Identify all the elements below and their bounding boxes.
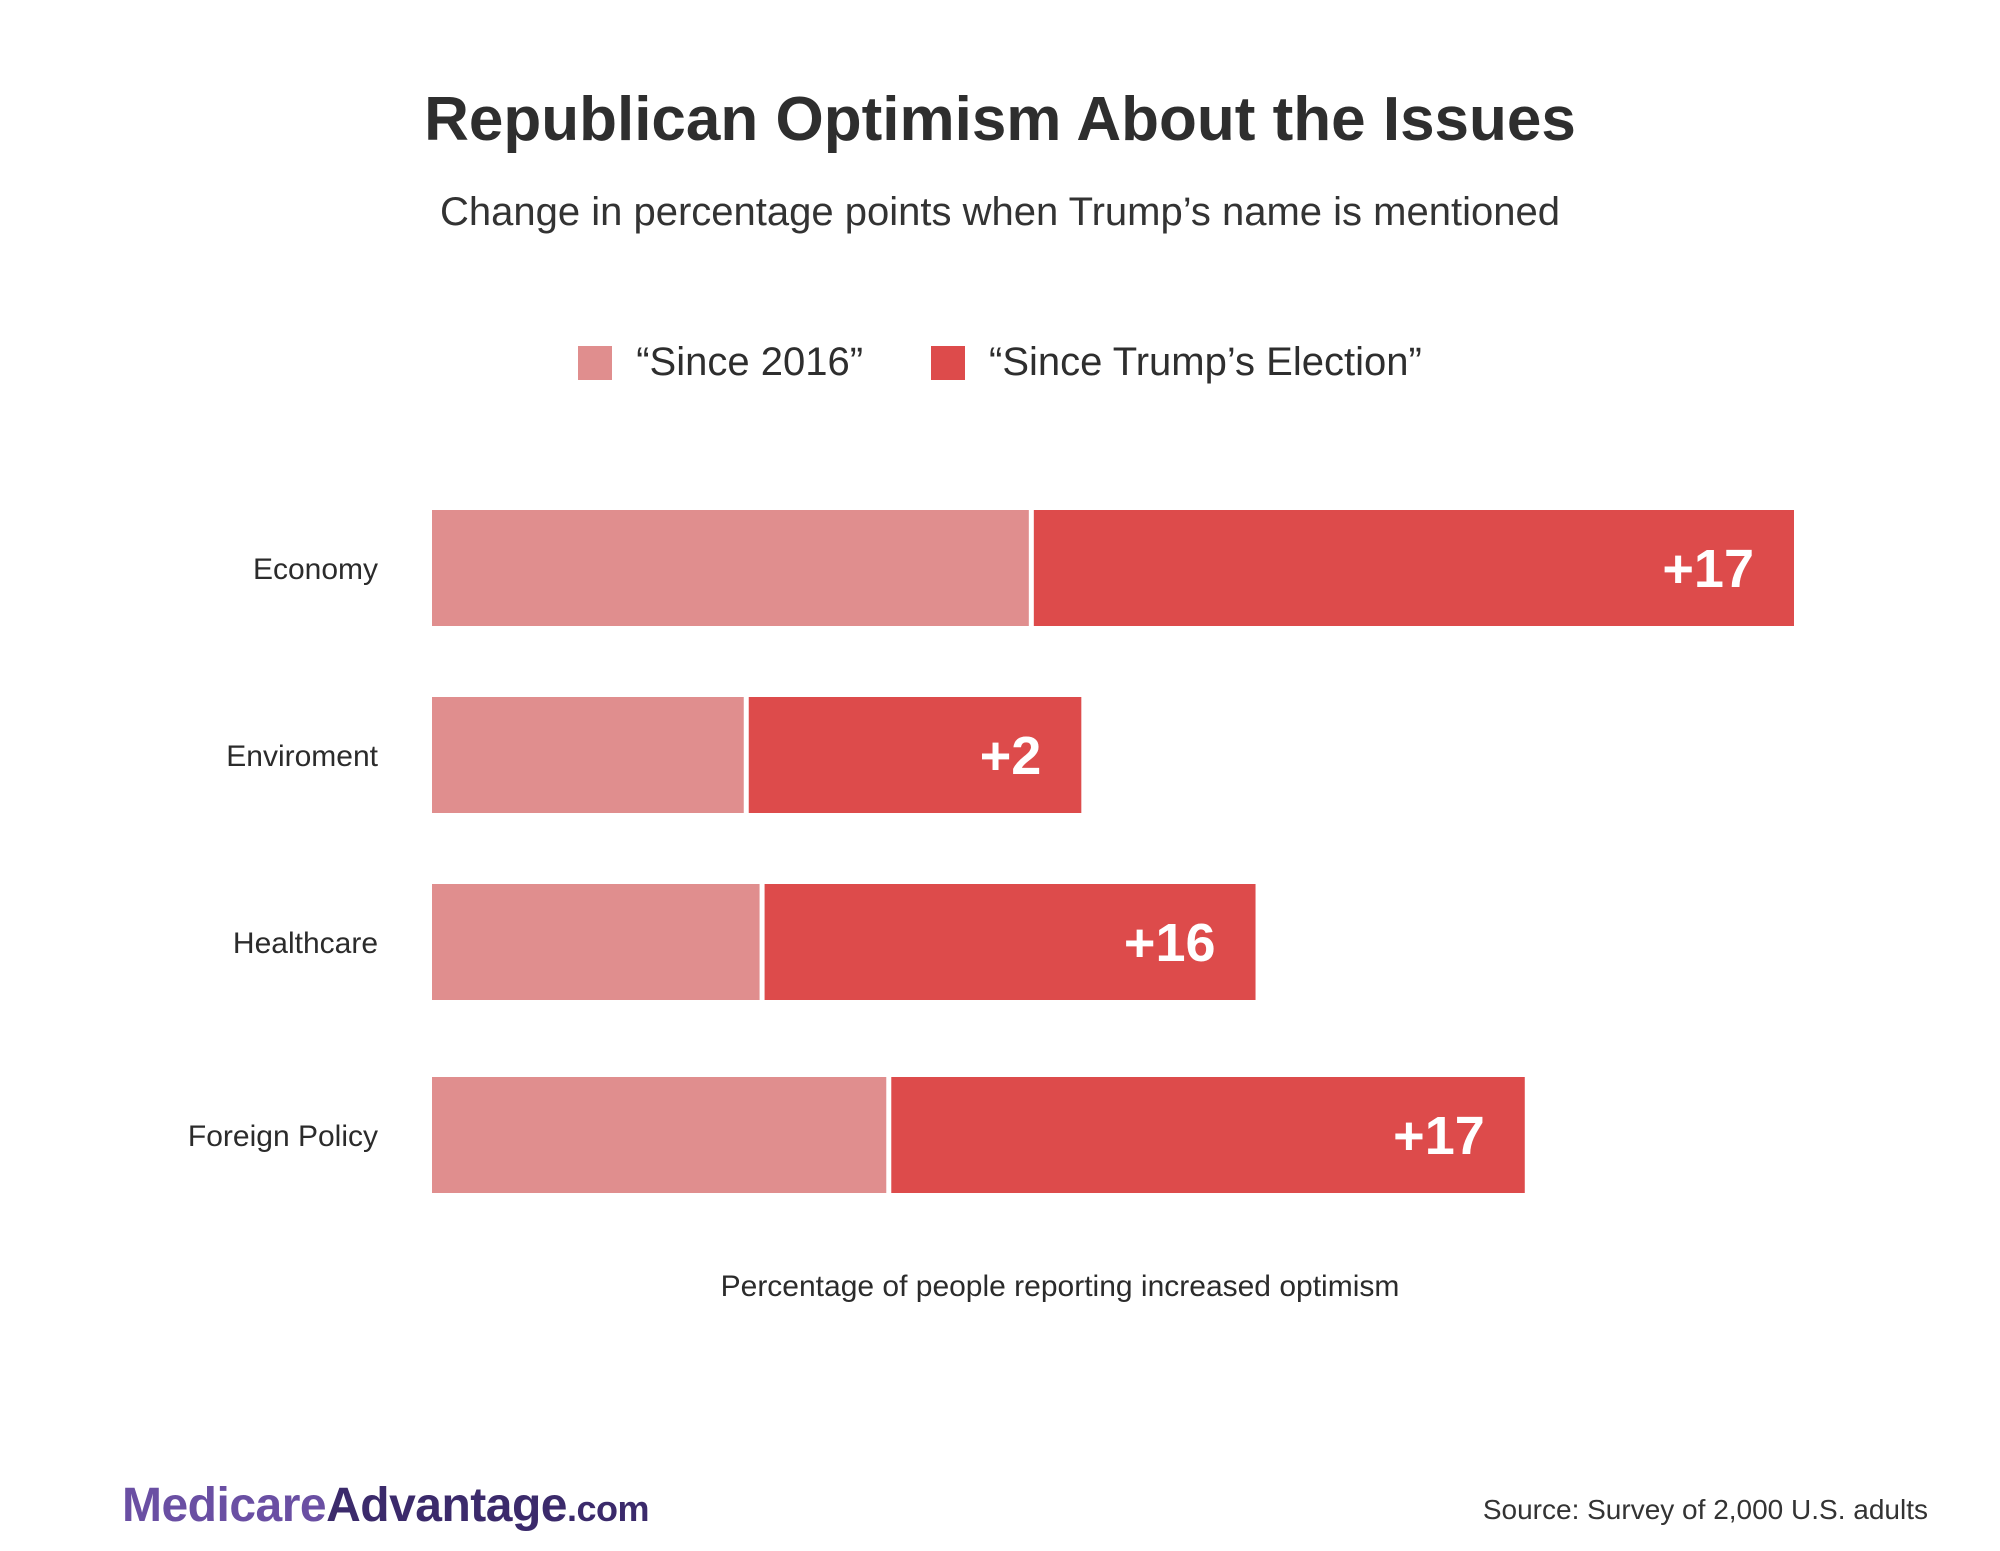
legend-item-since-election: “Since Trump’s Election”	[931, 340, 1422, 385]
bar-since-election	[891, 1077, 1525, 1193]
data-label: +17	[1393, 1106, 1485, 1166]
bar-since-election	[748, 697, 1082, 813]
bar-since-election	[764, 884, 1256, 1000]
source-note: Source: Survey of 2,000 U.S. adults	[1482, 1494, 1928, 1525]
data-label: +2	[980, 726, 1042, 786]
legend-label-since-election: “Since Trump’s Election”	[989, 340, 1422, 384]
category-label: Enviroment	[226, 740, 378, 773]
logo-text-medicare: Medicare	[122, 1479, 327, 1532]
legend-swatch-since-election	[931, 345, 966, 380]
bar-since-2016	[432, 510, 1029, 626]
chart-subtitle: Change in percentage points when Trump’s…	[440, 190, 1560, 234]
legend-item-since-2016: “Since 2016”	[578, 340, 863, 385]
category-label: Healthcare	[233, 927, 378, 960]
bar-since-election	[1033, 510, 1794, 626]
category-label: Foreign Policy	[188, 1120, 378, 1153]
data-label: +16	[1124, 913, 1216, 973]
bar-since-2016	[432, 1077, 887, 1193]
bar-since-2016	[432, 884, 760, 1000]
legend-swatch-since-2016	[578, 345, 613, 380]
data-label: +17	[1662, 539, 1754, 599]
legend-label-since-2016: “Since 2016”	[636, 340, 864, 384]
legend: “Since 2016” “Since Trump’s Election”	[0, 340, 2000, 385]
bar-since-2016	[432, 697, 744, 813]
x-axis-label: Percentage of people reporting increased…	[720, 1270, 1400, 1303]
category-label: Economy	[253, 553, 378, 586]
chart-title: Republican Optimism About the Issues	[424, 85, 1576, 154]
logo-text-advantage: Advantage	[326, 1479, 567, 1532]
brand-logo: MedicareAdvantage.com	[122, 1478, 650, 1533]
logo-text-domain: .com	[567, 1488, 650, 1529]
